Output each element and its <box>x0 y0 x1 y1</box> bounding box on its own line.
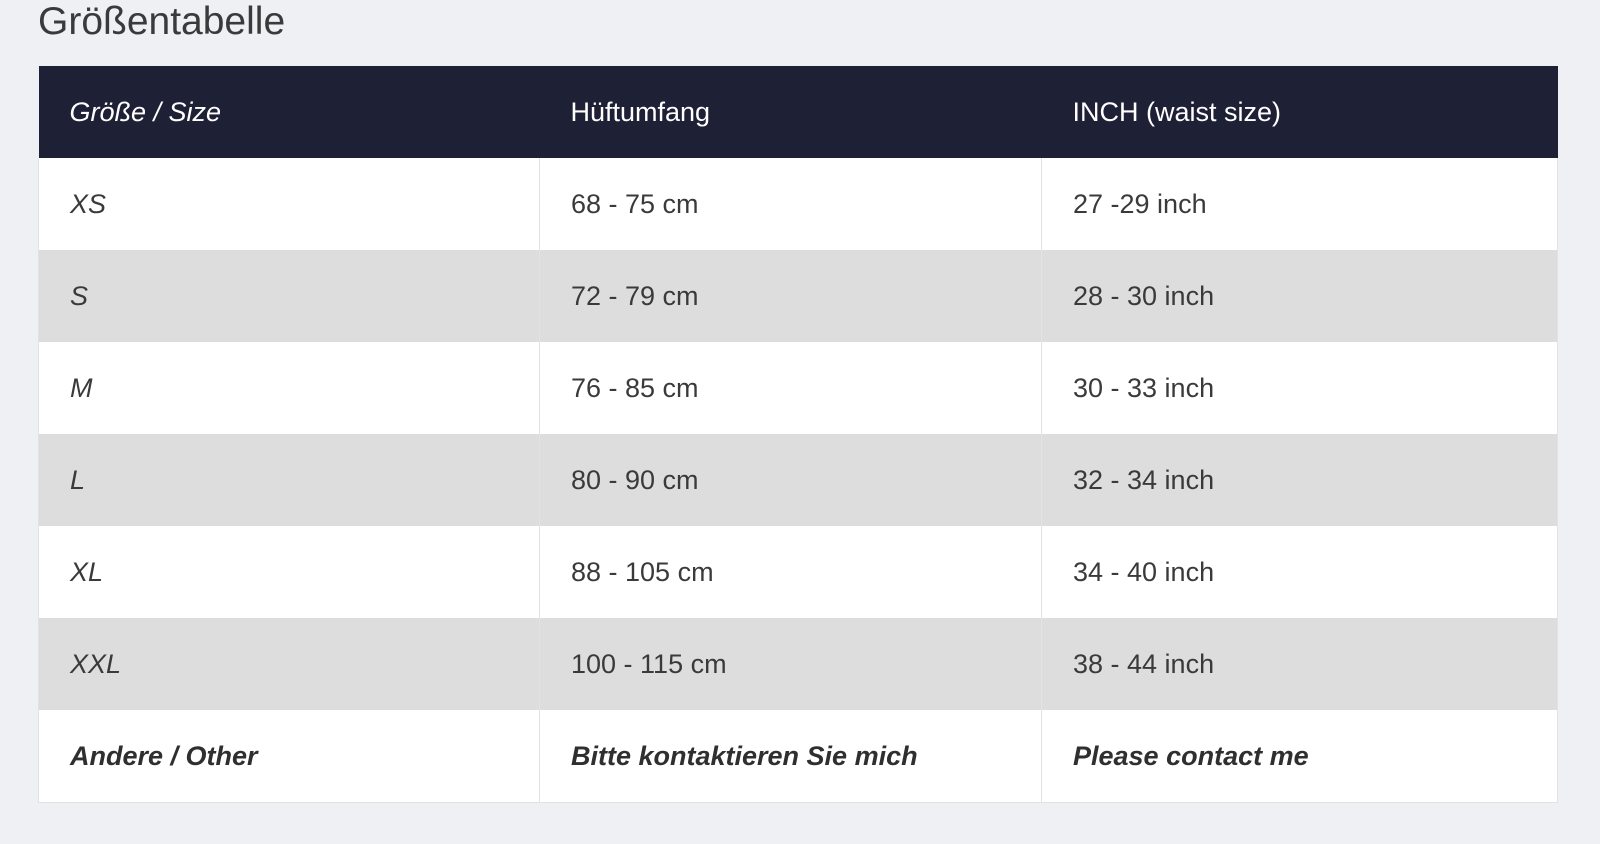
header-size: Größe / Size <box>38 66 540 158</box>
table-row: L 80 - 90 cm 32 - 34 inch <box>38 434 1558 526</box>
size-cell: S <box>38 250 540 342</box>
inch-cell: 27 -29 inch <box>1041 158 1558 250</box>
page-title: Größentabelle <box>38 0 286 43</box>
inch-cell: 34 - 40 inch <box>1041 526 1558 618</box>
hip-cell: 88 - 105 cm <box>539 526 1042 618</box>
hip-cell: 72 - 79 cm <box>539 250 1042 342</box>
hip-cell: 80 - 90 cm <box>539 434 1042 526</box>
size-cell: M <box>38 342 540 434</box>
size-cell: L <box>38 434 540 526</box>
size-cell: XL <box>38 526 540 618</box>
hip-cell: 76 - 85 cm <box>539 342 1042 434</box>
inch-cell: Please contact me <box>1041 710 1558 803</box>
inch-cell: 30 - 33 inch <box>1041 342 1558 434</box>
table-row: S 72 - 79 cm 28 - 30 inch <box>38 250 1558 342</box>
hip-cell: 100 - 115 cm <box>539 618 1042 710</box>
size-cell: XS <box>38 158 540 250</box>
size-cell: XXL <box>38 618 540 710</box>
table-row: XS 68 - 75 cm 27 -29 inch <box>38 158 1558 250</box>
hip-cell: Bitte kontaktieren Sie mich <box>539 710 1042 803</box>
size-chart-table: Größe / Size Hüftumfang INCH (waist size… <box>38 66 1558 803</box>
table-row: M 76 - 85 cm 30 - 33 inch <box>38 342 1558 434</box>
table-row: Andere / Other Bitte kontaktieren Sie mic… <box>38 710 1558 803</box>
size-cell: Andere / Other <box>38 710 540 803</box>
header-inch: INCH (waist size) <box>1041 66 1558 158</box>
inch-cell: 32 - 34 inch <box>1041 434 1558 526</box>
header-hip: Hüftumfang <box>539 66 1042 158</box>
table-header-row: Größe / Size Hüftumfang INCH (waist size… <box>38 66 1558 158</box>
table-row: XL 88 - 105 cm 34 - 40 inch <box>38 526 1558 618</box>
inch-cell: 38 - 44 inch <box>1041 618 1558 710</box>
inch-cell: 28 - 30 inch <box>1041 250 1558 342</box>
table-row: XXL 100 - 115 cm 38 - 44 inch <box>38 618 1558 710</box>
hip-cell: 68 - 75 cm <box>539 158 1042 250</box>
